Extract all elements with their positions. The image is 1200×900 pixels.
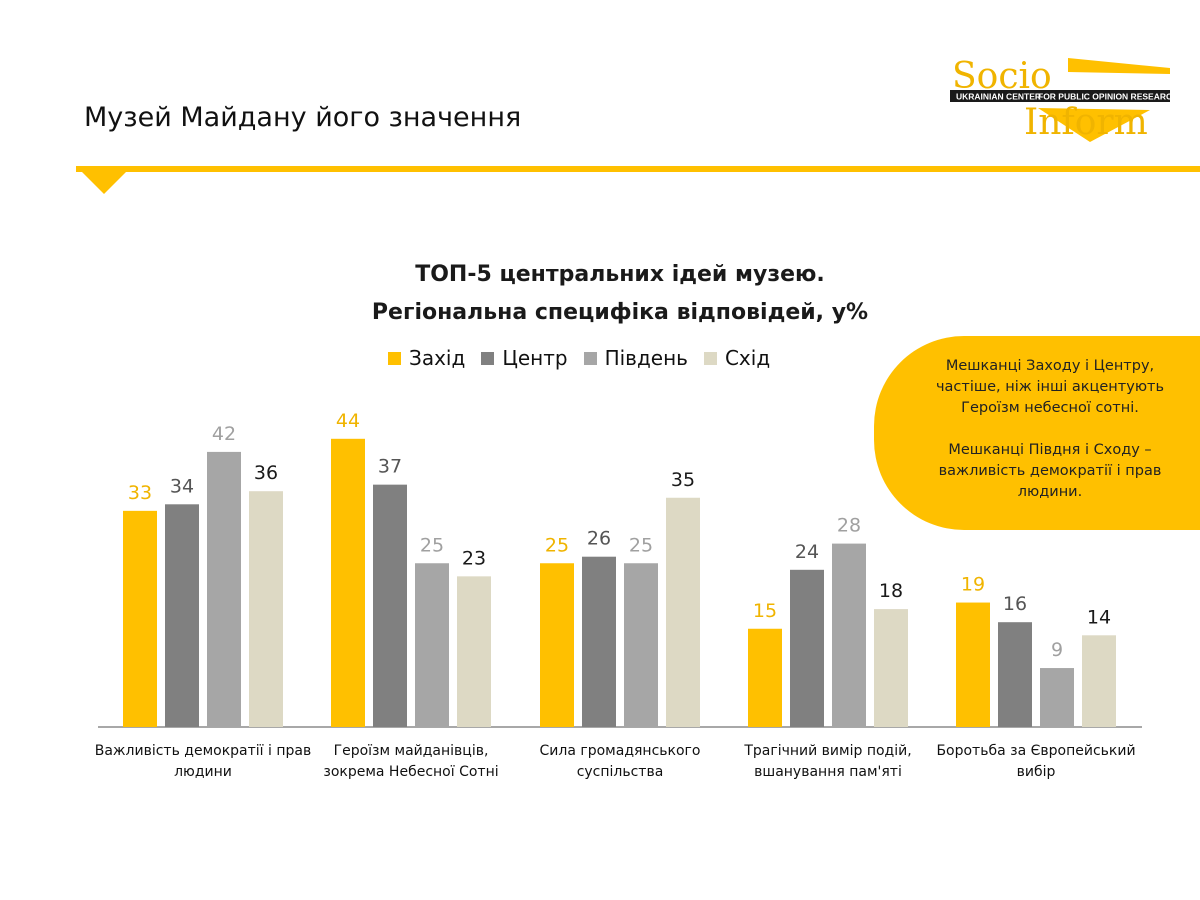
category-label: Важливість демократії і прав — [95, 743, 311, 759]
bar-5-2 — [998, 622, 1032, 727]
legend-item-4: Схід — [703, 346, 771, 370]
data-label: 26 — [587, 528, 611, 550]
data-label: 15 — [753, 600, 777, 622]
bar-3-3 — [624, 563, 658, 727]
data-label: 18 — [879, 580, 903, 602]
category-label: суспільства — [577, 764, 664, 780]
header-notch — [76, 166, 132, 194]
data-label: 19 — [961, 574, 985, 596]
logo-band-left: UKRAINIAN CENTER — [956, 92, 1041, 102]
socioinform-logo: Socio UKRAINIAN CENTER FOR PUBLIC OPINIO… — [950, 56, 1170, 143]
data-label: 24 — [795, 541, 819, 563]
bar-2-3 — [415, 563, 449, 727]
legend-label: Захід — [409, 346, 466, 370]
logo-band — [950, 90, 1170, 102]
data-label: 37 — [378, 456, 402, 478]
bar-4-3 — [832, 543, 866, 727]
page-title: Музей Майдану його значення — [84, 102, 522, 133]
header-divider — [76, 166, 1200, 172]
legend-item-2: Центр — [481, 346, 568, 370]
legend-swatch — [583, 351, 597, 365]
legend-label: Південь — [604, 346, 688, 370]
data-label: 42 — [212, 423, 236, 445]
bar-1-3 — [207, 451, 241, 727]
callout-text-1: Мешканці Заходу і Центру, частіше, ніж і… — [935, 358, 1165, 416]
category-label: Сила громадянського — [540, 743, 701, 759]
category-label: Трагічний вимір подій, — [743, 743, 911, 759]
bar-2-2 — [373, 484, 407, 727]
bar-2-4 — [457, 576, 491, 727]
category-label: вшанування пам'яті — [754, 764, 902, 780]
callout-text-2: Мешканці Півдня і Сходу – важливість дем… — [938, 442, 1162, 500]
data-label: 9 — [1051, 639, 1063, 661]
data-label: 25 — [629, 534, 653, 556]
legend-swatch — [481, 351, 495, 365]
chart-title-line-1: ТОП-5 центральних ідей музею. — [415, 262, 825, 287]
bar-4-1 — [748, 628, 782, 727]
legend-label: Центр — [502, 346, 568, 370]
data-label: 33 — [128, 482, 152, 504]
data-label: 25 — [545, 534, 569, 556]
data-label: 28 — [837, 515, 861, 537]
chart-legend: Захід Центр Південь Схід — [388, 344, 770, 372]
legend-item-3: Південь — [583, 346, 688, 370]
callout-box: Мешканці Заходу і Центру, частіше, ніж і… — [874, 336, 1200, 530]
data-label: 23 — [462, 547, 486, 569]
data-label: 16 — [1003, 593, 1027, 615]
bar-4-2 — [790, 569, 824, 727]
data-label: 14 — [1087, 606, 1111, 628]
category-label: вибір — [1017, 764, 1056, 780]
bar-3-1 — [540, 563, 574, 727]
logo-word-2: Inform — [1024, 102, 1148, 143]
data-label: 35 — [671, 469, 695, 491]
chart-title: ТОП-5 центральних ідей музею. Регіональн… — [240, 256, 1000, 332]
bar-1-2 — [165, 504, 199, 727]
logo-flag-bottom — [1038, 108, 1150, 142]
data-label: 34 — [170, 475, 194, 497]
bar-1-1 — [123, 510, 157, 727]
legend-label: Схід — [724, 346, 771, 370]
bar-3-2 — [582, 556, 616, 727]
category-label: людини — [174, 764, 232, 780]
legend-swatch — [703, 351, 717, 365]
category-label: зокрема Небесної Сотні — [323, 764, 498, 780]
bar-1-4 — [249, 491, 283, 727]
category-label: Героїзм майданівців, — [334, 743, 489, 759]
legend-swatch — [388, 351, 401, 365]
data-label: 44 — [336, 410, 360, 432]
bar-5-1 — [956, 602, 990, 727]
legend-item-1: Захід — [388, 346, 465, 370]
logo-band-right: FOR PUBLIC OPINION RESEARCH — [1038, 92, 1170, 102]
category-label: Боротьба за Європейський — [936, 743, 1135, 759]
bar-5-4 — [1082, 635, 1116, 727]
data-label: 36 — [254, 462, 278, 484]
bar-5-3 — [1040, 668, 1074, 727]
bar-3-4 — [666, 497, 700, 727]
bar-2-1 — [331, 438, 365, 727]
chart-title-line-2: Регіональна специфіка відповідей, у% — [371, 300, 869, 325]
bar-4-4 — [874, 609, 908, 727]
data-label: 25 — [420, 534, 444, 556]
logo-flag-top — [1068, 58, 1170, 74]
